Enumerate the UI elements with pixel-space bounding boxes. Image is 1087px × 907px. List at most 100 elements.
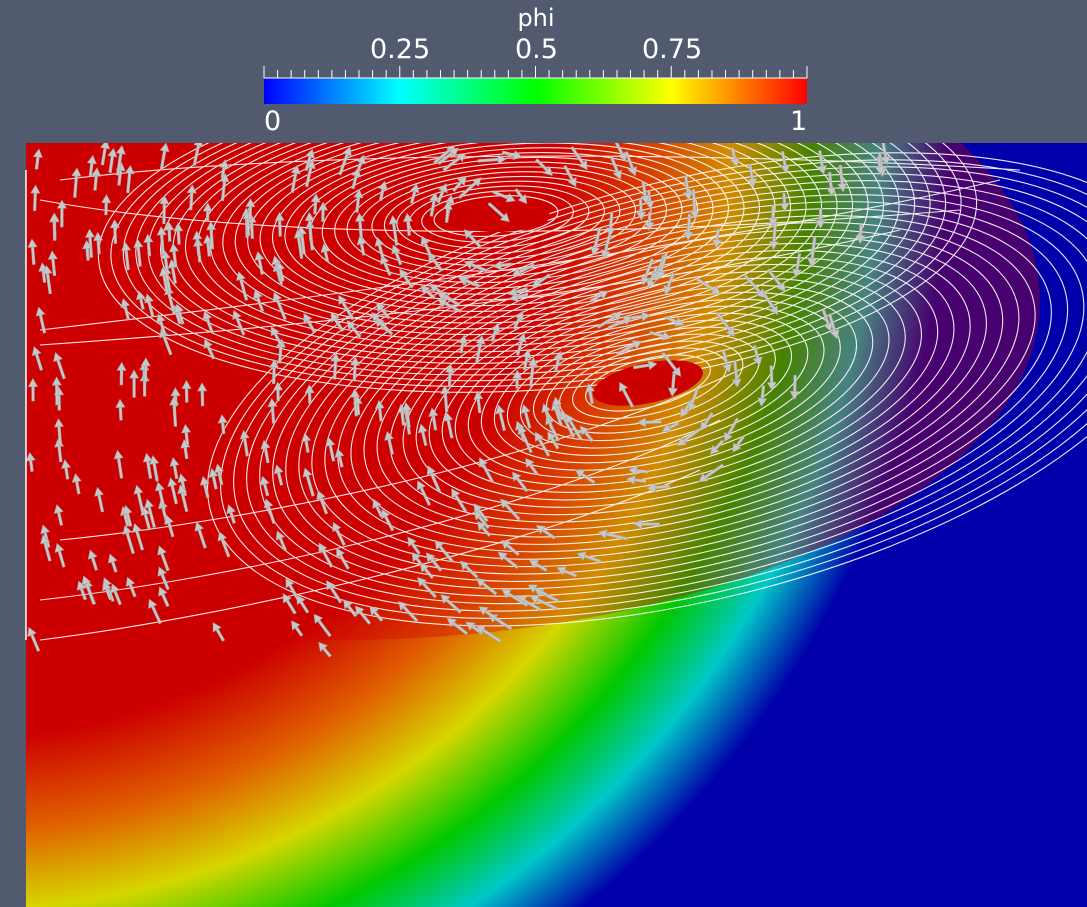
- streamline: [59, 155, 1021, 181]
- velocity-arrow: [154, 481, 166, 511]
- velocity-arrow: [399, 268, 414, 289]
- velocity-arrow: [304, 384, 315, 404]
- streamline: [311, 208, 1052, 568]
- velocity-arrow: [113, 449, 124, 479]
- velocity-arrow: [585, 383, 596, 405]
- streamline: [271, 143, 761, 312]
- velocity-arrow: [732, 435, 745, 453]
- streamline: [97, 143, 978, 393]
- vortex-core-upper: [442, 200, 550, 232]
- velocity-arrow: [731, 360, 742, 388]
- velocity-arrow: [636, 198, 647, 221]
- velocity-arrow: [272, 381, 283, 402]
- velocity-arrow: [721, 350, 732, 373]
- velocity-arrow: [326, 580, 343, 604]
- velocity-arrow: [695, 277, 722, 295]
- streamline: [39, 199, 961, 232]
- velocity-arrow: [236, 271, 249, 301]
- velocity-arrow: [304, 211, 315, 242]
- velocity-arrow: [821, 309, 833, 332]
- velocity-arrow: [541, 403, 554, 431]
- velocity-arrow: [31, 346, 44, 371]
- velocity-arrow: [338, 294, 355, 321]
- velocity-arrow: [356, 235, 367, 256]
- velocity-arrow: [817, 150, 828, 175]
- velocity-arrow: [71, 167, 82, 198]
- velocity-arrow: [683, 213, 694, 241]
- velocity-arrow: [633, 519, 660, 530]
- velocity-arrow: [275, 530, 288, 552]
- velocity-arrow: [401, 402, 412, 429]
- streamline: [467, 291, 858, 479]
- velocity-arrow: [600, 232, 612, 260]
- velocity-arrow: [500, 539, 520, 557]
- velocity-arrow: [646, 265, 659, 289]
- velocity-arrow: [391, 244, 403, 266]
- velocity-arrow: [82, 239, 93, 261]
- streamline: [222, 143, 823, 336]
- velocity-arrow: [217, 531, 231, 558]
- velocity-arrow: [121, 241, 132, 271]
- velocity-arrow: [402, 212, 413, 236]
- velocity-arrow: [199, 475, 210, 499]
- velocity-arrow: [827, 313, 840, 340]
- velocity-arrow: [700, 411, 714, 431]
- streamline: [298, 201, 1069, 575]
- velocity-arrow: [269, 358, 280, 384]
- velocity-arrow: [274, 211, 285, 237]
- velocity-arrow: [206, 221, 217, 250]
- velocity-arrow: [157, 566, 170, 591]
- velocity-arrow: [463, 229, 482, 249]
- velocity-arrow: [407, 536, 421, 555]
- velocity-arrow: [766, 365, 777, 392]
- velocity-arrow: [440, 594, 462, 614]
- velocity-arrow: [260, 439, 271, 464]
- streamline: [39, 419, 721, 601]
- legend-title: phi: [517, 4, 555, 32]
- velocity-arrow: [27, 238, 38, 265]
- velocity-arrow: [142, 452, 153, 479]
- velocity-arrow: [792, 253, 802, 279]
- velocity-arrow: [716, 312, 735, 337]
- velocity-arrow: [159, 143, 170, 171]
- velocity-arrow: [417, 423, 428, 447]
- velocity-arrow: [320, 243, 331, 263]
- velocity-arrow: [303, 312, 316, 333]
- velocity-arrow: [757, 385, 768, 407]
- velocity-arrow: [110, 583, 122, 606]
- velocity-arrow: [202, 202, 213, 222]
- velocity-arrow: [51, 376, 62, 406]
- velocity-arrow: [27, 626, 41, 652]
- velocity-arrow: [267, 398, 278, 424]
- velocity-arrow: [369, 605, 384, 622]
- velocity-arrow: [436, 183, 448, 204]
- velocity-arrow: [528, 559, 548, 572]
- velocity-arrow: [589, 290, 609, 303]
- streamline: [246, 173, 1087, 605]
- velocity-arrow: [351, 167, 362, 190]
- velocity-arrow: [512, 310, 524, 330]
- velocity-arrow: [290, 164, 301, 193]
- velocity-arrow: [30, 184, 41, 212]
- velocity-arrow: [272, 291, 287, 321]
- velocity-arrow: [451, 488, 468, 514]
- velocity-arrow: [239, 429, 250, 457]
- streamline: [480, 298, 841, 471]
- velocity-arrow: [492, 260, 512, 271]
- velocity-arrow: [605, 211, 616, 237]
- velocity-arrow: [445, 363, 456, 388]
- velocity-arrow: [334, 448, 345, 468]
- velocity-arrow: [495, 404, 507, 432]
- velocity-arrow: [388, 215, 399, 246]
- velocity-arrow: [318, 641, 332, 658]
- colorbar: [263, 66, 808, 104]
- velocity-arrow: [384, 430, 395, 455]
- velocity-arrow: [254, 251, 265, 275]
- velocity-arrow: [614, 143, 627, 162]
- streamline: [324, 215, 1036, 560]
- velocity-arrow: [173, 222, 184, 245]
- velocity-arrow: [535, 158, 553, 177]
- velocity-arrow: [181, 423, 192, 446]
- velocity-arrow: [490, 322, 501, 343]
